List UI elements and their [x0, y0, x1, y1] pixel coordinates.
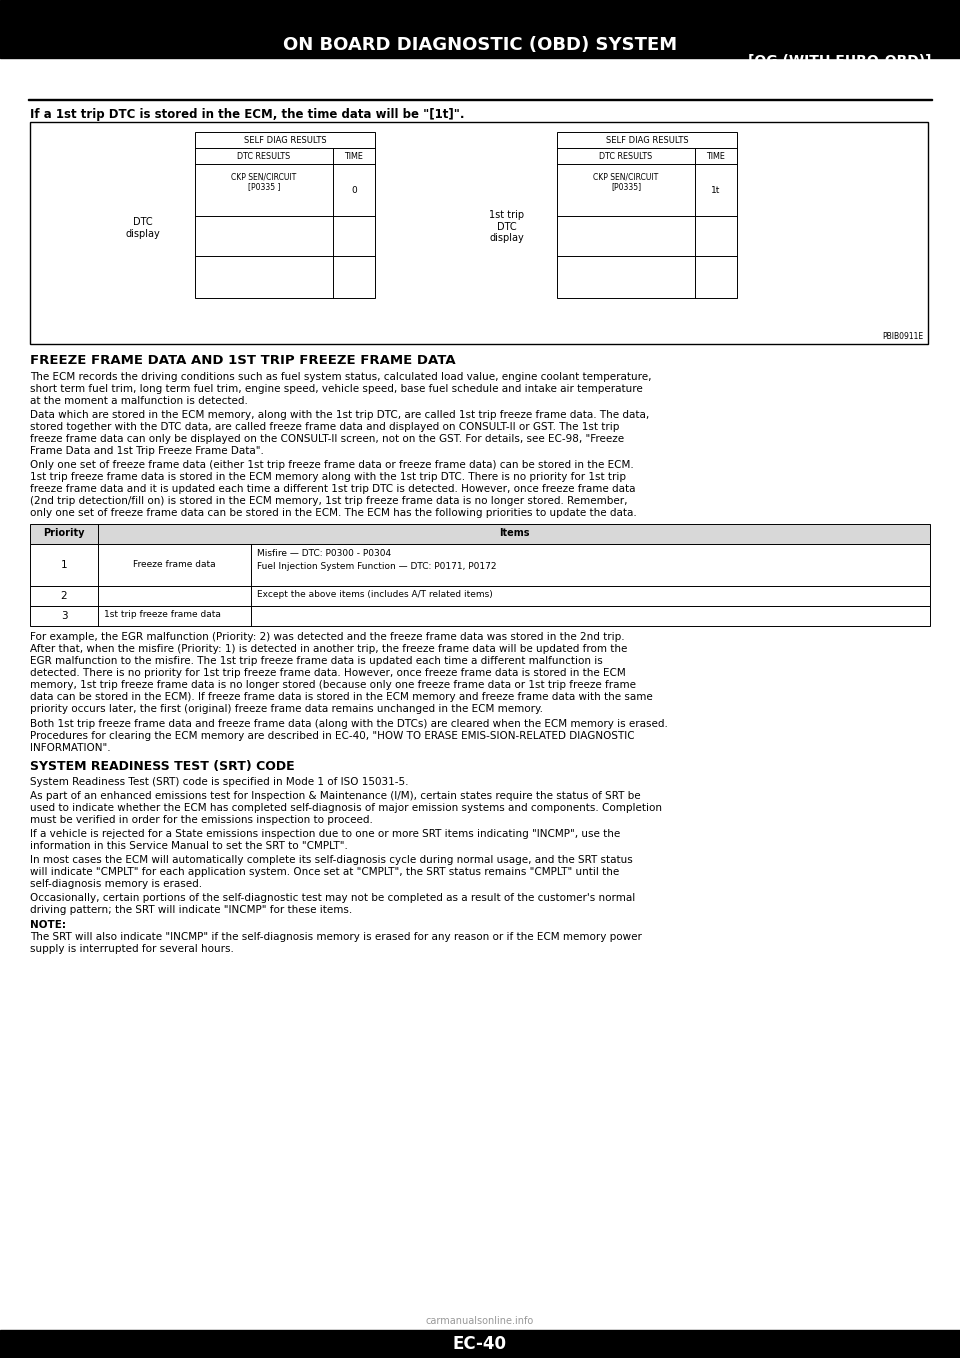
Text: DTC RESULTS: DTC RESULTS	[237, 152, 291, 162]
Text: Procedures for clearing the ECM memory are described in EC-40, "HOW TO ERASE EMI: Procedures for clearing the ECM memory a…	[30, 731, 635, 741]
Text: In most cases the ECM will automatically complete its self-diagnosis cycle durin: In most cases the ECM will automatically…	[30, 856, 633, 865]
Bar	[30, 587, 930, 606]
Text: carmanualsonline.info: carmanualsonline.info	[426, 1316, 534, 1325]
Text: 1st trip
DTC
display: 1st trip DTC display	[490, 210, 524, 243]
Text: SYSTEM READINESS TEST (SRT) CODE: SYSTEM READINESS TEST (SRT) CODE	[30, 760, 295, 773]
Text: driving pattern; the SRT will indicate "INCMP" for these items.: driving pattern; the SRT will indicate "…	[30, 904, 352, 915]
Bar	[0, 1329, 960, 1358]
Text: The SRT will also indicate "INCMP" if the self-diagnosis memory is erased for an: The SRT will also indicate "INCMP" if th…	[30, 932, 642, 942]
Text: DTC
display: DTC display	[126, 217, 160, 239]
Text: (2nd trip detection/fill on) is stored in the ECM memory, 1st trip freeze frame : (2nd trip detection/fill on) is stored i…	[30, 496, 628, 507]
Text: priority occurs later, the first (original) freeze frame data remains unchanged : priority occurs later, the first (origin…	[30, 703, 543, 714]
Text: As part of an enhanced emissions test for Inspection & Maintenance (I/M), certai: As part of an enhanced emissions test fo…	[30, 790, 640, 801]
Text: 1: 1	[60, 559, 67, 570]
Text: Occasionally, certain portions of the self-diagnostic test may not be completed : Occasionally, certain portions of the se…	[30, 894, 636, 903]
Text: data can be stored in the ECM). If freeze frame data is stored in the ECM memory: data can be stored in the ECM). If freez…	[30, 693, 653, 702]
Bar	[28, 99, 932, 100]
Text: must be verified in order for the emissions inspection to proceed.: must be verified in order for the emissi…	[30, 815, 372, 826]
Text: After that, when the misfire (Priority: 1) is detected in another trip, the free: After that, when the misfire (Priority: …	[30, 644, 628, 655]
Text: TIME: TIME	[707, 152, 726, 162]
Text: If a 1st trip DTC is stored in the ECM, the time data will be "[1t]".: If a 1st trip DTC is stored in the ECM, …	[30, 109, 465, 121]
Text: Except the above items (includes A/T related items): Except the above items (includes A/T rel…	[257, 589, 492, 599]
Text: Only one set of freeze frame data (either 1st trip freeze frame data or freeze f: Only one set of freeze frame data (eithe…	[30, 460, 634, 470]
Text: 1t: 1t	[711, 186, 721, 196]
Text: Items: Items	[499, 528, 529, 538]
Text: Priority: Priority	[43, 528, 84, 538]
Text: stored together with the DTC data, are called freeze frame data and displayed on: stored together with the DTC data, are c…	[30, 422, 619, 432]
Text: Misfire — DTC: P0300 - P0304: Misfire — DTC: P0300 - P0304	[257, 549, 391, 558]
Text: 2: 2	[60, 591, 67, 602]
Bar	[557, 132, 737, 297]
Text: PBIB0911E: PBIB0911E	[882, 331, 923, 341]
Text: EGR malfunction to the misfire. The 1st trip freeze frame data is updated each t: EGR malfunction to the misfire. The 1st …	[30, 656, 603, 665]
Text: 1st trip freeze frame data: 1st trip freeze frame data	[104, 610, 221, 619]
Bar	[30, 606, 930, 626]
Text: Frame Data and 1st Trip Freeze Frame Data".: Frame Data and 1st Trip Freeze Frame Dat…	[30, 445, 264, 456]
Text: memory, 1st trip freeze frame data is no longer stored (because only one freeze : memory, 1st trip freeze frame data is no…	[30, 680, 636, 690]
Text: [QG (WITH EURO-OBD)]: [QG (WITH EURO-OBD)]	[749, 54, 932, 68]
Text: freeze frame data and it is updated each time a different 1st trip DTC is detect: freeze frame data and it is updated each…	[30, 483, 636, 494]
Text: Data which are stored in the ECM memory, along with the 1st trip DTC, are called: Data which are stored in the ECM memory,…	[30, 410, 649, 420]
Text: EC-40: EC-40	[453, 1335, 507, 1353]
Text: TIME: TIME	[345, 152, 364, 162]
Text: Fuel Injection System Function — DTC: P0171, P0172: Fuel Injection System Function — DTC: P0…	[257, 562, 496, 570]
Text: 0: 0	[351, 186, 357, 196]
Text: detected. There is no priority for 1st trip freeze frame data. However, once fre: detected. There is no priority for 1st t…	[30, 668, 626, 678]
Bar	[195, 132, 375, 297]
Text: SELF DIAG RESULTS: SELF DIAG RESULTS	[606, 136, 688, 145]
Text: used to indicate whether the ECM has completed self-diagnosis of major emission : used to indicate whether the ECM has com…	[30, 803, 662, 813]
Bar	[30, 524, 930, 545]
Text: short term fuel trim, long term fuel trim, engine speed, vehicle speed, base fue: short term fuel trim, long term fuel tri…	[30, 384, 643, 394]
Text: INFORMATION".: INFORMATION".	[30, 743, 110, 752]
Text: at the moment a malfunction is detected.: at the moment a malfunction is detected.	[30, 397, 248, 406]
Text: supply is interrupted for several hours.: supply is interrupted for several hours.	[30, 944, 234, 955]
Text: ON BOARD DIAGNOSTIC (OBD) SYSTEM: ON BOARD DIAGNOSTIC (OBD) SYSTEM	[283, 37, 677, 54]
Text: For example, the EGR malfunction (Priority: 2) was detected and the freeze frame: For example, the EGR malfunction (Priori…	[30, 631, 625, 642]
Text: CKP SEN/CIRCUIT
[P0335 ]: CKP SEN/CIRCUIT [P0335 ]	[231, 172, 297, 191]
Text: 3: 3	[60, 611, 67, 621]
Text: FREEZE FRAME DATA AND 1ST TRIP FREEZE FRAME DATA: FREEZE FRAME DATA AND 1ST TRIP FREEZE FR…	[30, 354, 456, 367]
Text: NOTE:: NOTE:	[30, 919, 66, 930]
Text: only one set of freeze frame data can be stored in the ECM. The ECM has the foll: only one set of freeze frame data can be…	[30, 508, 636, 517]
Text: CKP SEN/CIRCUIT
[P0335]: CKP SEN/CIRCUIT [P0335]	[593, 172, 659, 191]
Text: If a vehicle is rejected for a State emissions inspection due to one or more SRT: If a vehicle is rejected for a State emi…	[30, 828, 620, 839]
Text: will indicate "CMPLT" for each application system. Once set at "CMPLT", the SRT : will indicate "CMPLT" for each applicati…	[30, 866, 619, 877]
Text: information in this Service Manual to set the SRT to "CMPLT".: information in this Service Manual to se…	[30, 841, 348, 851]
Bar	[30, 545, 930, 587]
Text: System Readiness Test (SRT) code is specified in Mode 1 of ISO 15031-5.: System Readiness Test (SRT) code is spec…	[30, 777, 409, 788]
Text: Both 1st trip freeze frame data and freeze frame data (along with the DTCs) are : Both 1st trip freeze frame data and free…	[30, 718, 668, 729]
Text: freeze frame data can only be displayed on the CONSULT-II screen, not on the GST: freeze frame data can only be displayed …	[30, 435, 624, 444]
Text: DTC RESULTS: DTC RESULTS	[599, 152, 653, 162]
Text: The ECM records the driving conditions such as fuel system status, calculated lo: The ECM records the driving conditions s…	[30, 372, 652, 382]
Bar	[0, 0, 960, 58]
Text: self-diagnosis memory is erased.: self-diagnosis memory is erased.	[30, 879, 203, 889]
Text: 1st trip freeze frame data is stored in the ECM memory along with the 1st trip D: 1st trip freeze frame data is stored in …	[30, 473, 626, 482]
Bar	[30, 122, 928, 344]
Text: Freeze frame data: Freeze frame data	[133, 559, 216, 569]
Text: SELF DIAG RESULTS: SELF DIAG RESULTS	[244, 136, 326, 145]
